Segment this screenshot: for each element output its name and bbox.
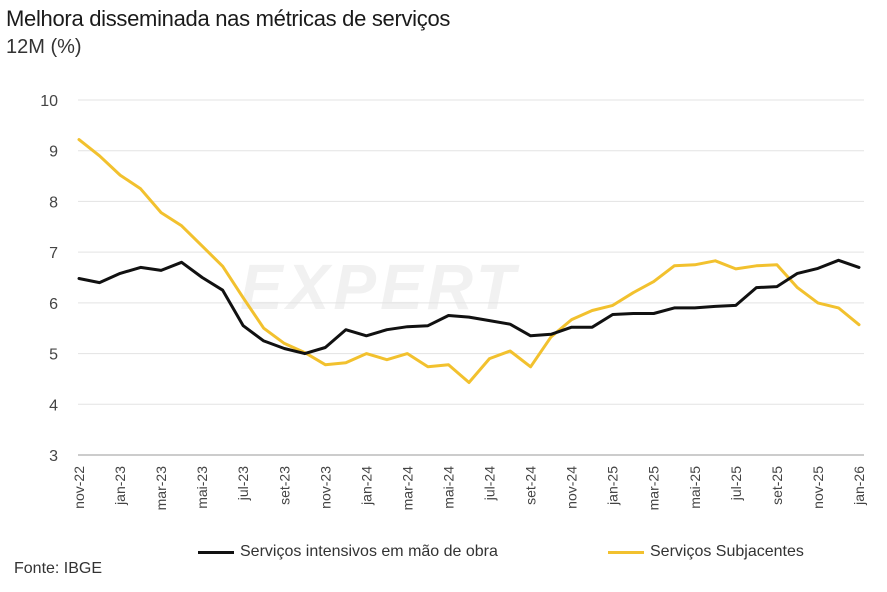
x-tick-label: mar-24	[399, 466, 415, 511]
x-tick-label: nov-23	[317, 466, 333, 509]
legend-swatch-yellow	[608, 550, 644, 554]
x-tick-label: jan-26	[851, 466, 867, 506]
y-tick-label: 10	[40, 93, 58, 110]
chart-subtitle: 12M (%)	[6, 36, 82, 58]
legend-item-servicos-intensivos: Serviços intensivos em mão de obra	[198, 543, 498, 561]
x-tick-label: jul-25	[728, 466, 744, 501]
x-tick-label: nov-25	[810, 466, 826, 509]
x-tick-label: mar-25	[646, 466, 662, 511]
source-note: Fonte: IBGE	[14, 560, 103, 577]
x-axis-ticks: nov-22 jan-23 mar-23 mai-23 jul-23 set-23 nov-…	[71, 466, 867, 511]
grid-lines	[78, 99, 864, 405]
series-line-servicos-intensivos	[77, 258, 861, 356]
y-tick-label: 9	[49, 144, 58, 161]
series-line-servicos-subjacentes	[77, 138, 861, 384]
x-tick-label: mai-25	[687, 466, 703, 509]
x-tick-label: set-25	[769, 466, 785, 505]
x-tick-label: nov-24	[564, 466, 580, 509]
x-tick-label: mai-24	[440, 466, 456, 509]
x-tick-label: jan-25	[605, 466, 621, 506]
x-tick-label: jan-24	[358, 466, 374, 506]
x-tick-label: jul-23	[235, 466, 251, 501]
x-tick-label: mar-23	[153, 466, 169, 511]
y-tick-label: 5	[49, 347, 58, 364]
x-tick-label: jan-23	[112, 466, 128, 506]
x-tick-label: set-23	[276, 466, 292, 505]
series-lines	[77, 138, 861, 384]
legend-label: Serviços Subjacentes	[650, 543, 804, 560]
watermark-logo: EXPERT	[240, 251, 519, 323]
x-tick-label: set-24	[523, 466, 539, 505]
y-tick-label: 6	[49, 296, 58, 313]
x-tick-label: nov-22	[71, 466, 87, 509]
legend-swatch-black	[198, 550, 234, 554]
x-tick-label: jul-24	[482, 466, 498, 501]
y-tick-label: 7	[49, 245, 58, 262]
y-tick-label: 8	[49, 194, 58, 211]
x-tick-label: mai-23	[194, 466, 210, 509]
legend-label: Serviços intensivos em mão de obra	[240, 543, 498, 560]
y-axis-ticks: 3 4 5 6 7 8 9 10	[40, 93, 58, 465]
y-tick-label: 4	[49, 397, 58, 414]
legend-item-servicos-subjacentes: Serviços Subjacentes	[608, 543, 804, 561]
y-tick-label: 3	[49, 448, 58, 465]
chart-title: Melhora disseminada nas métricas de serv…	[6, 6, 451, 31]
